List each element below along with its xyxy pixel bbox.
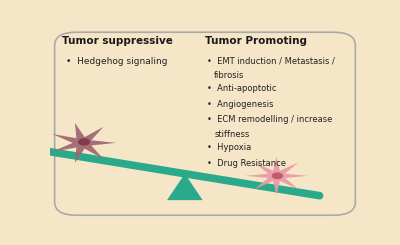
Text: Tumor suppressive: Tumor suppressive <box>62 36 173 46</box>
Circle shape <box>272 172 283 179</box>
Text: •  Drug Resistance: • Drug Resistance <box>206 159 286 168</box>
PathPatch shape <box>245 157 308 195</box>
Text: stiffness: stiffness <box>214 130 250 139</box>
PathPatch shape <box>52 123 116 163</box>
Text: •  Hypoxia: • Hypoxia <box>206 143 251 152</box>
Text: •  Hedgehog signaling: • Hedgehog signaling <box>66 57 167 66</box>
Text: •  Angiogenesis: • Angiogenesis <box>206 100 273 109</box>
Text: •  Anti-apoptotic: • Anti-apoptotic <box>206 85 276 94</box>
Text: •  ECM remodelling / increase: • ECM remodelling / increase <box>206 115 332 124</box>
Circle shape <box>78 138 90 146</box>
Polygon shape <box>167 174 203 200</box>
Text: fibrosis: fibrosis <box>214 71 245 80</box>
Text: Tumor Promoting: Tumor Promoting <box>205 36 307 46</box>
Text: •  EMT induction / Metastasis /: • EMT induction / Metastasis / <box>206 57 334 66</box>
FancyBboxPatch shape <box>55 32 355 215</box>
